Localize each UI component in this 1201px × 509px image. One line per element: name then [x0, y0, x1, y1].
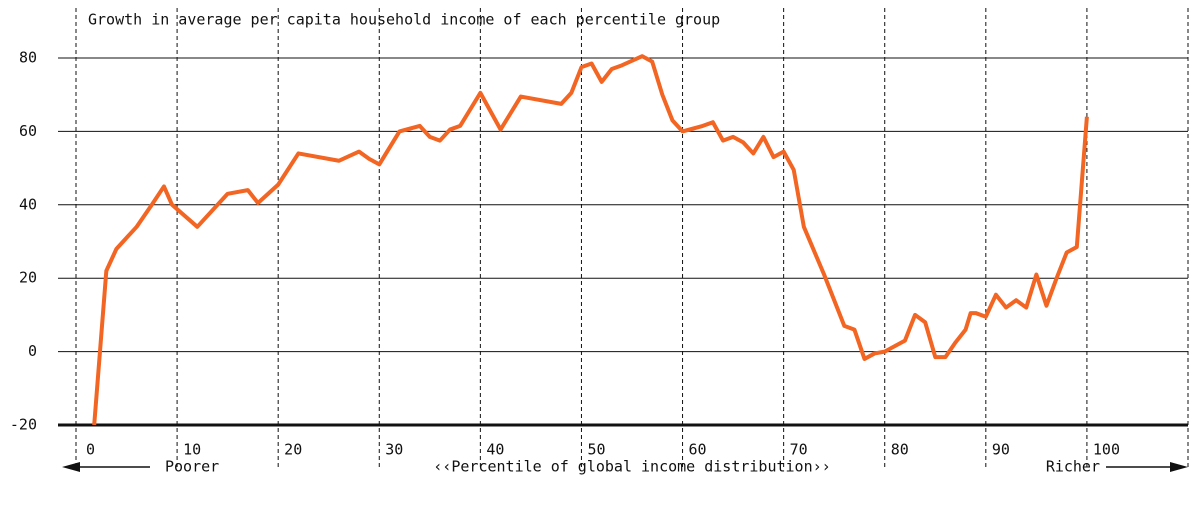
left-arrow — [62, 462, 150, 472]
y-tick-label: 60 — [19, 122, 37, 140]
x-axis-label: ‹‹Percentile of global income distributi… — [433, 458, 830, 476]
data-line — [92, 54, 1089, 426]
x-tick-label: 90 — [992, 441, 1010, 459]
x-tick-label: 60 — [689, 441, 707, 459]
x-tick-label: 70 — [790, 441, 808, 459]
right-note: Richer — [1046, 458, 1100, 476]
x-tick-label: 100 — [1093, 441, 1120, 459]
x-tick-label: 40 — [486, 441, 504, 459]
y-tick-label: 20 — [19, 269, 37, 287]
x-tick-label: 10 — [183, 441, 201, 459]
x-tick-label: 30 — [385, 441, 403, 459]
x-tick-label: 20 — [284, 441, 302, 459]
x-tick-label: 0 — [86, 441, 95, 459]
chart-title: Growth in average per capita household i… — [88, 11, 720, 29]
y-tick-label: 80 — [19, 49, 37, 67]
y-tick-label: -20 — [10, 416, 37, 434]
y-tick-label: 0 — [28, 342, 37, 360]
y-tick-label: 40 — [19, 195, 37, 213]
right-arrow — [1106, 462, 1188, 472]
x-tick-label: 80 — [891, 441, 909, 459]
x-tick-label: 50 — [587, 441, 605, 459]
left-note: Poorer — [165, 458, 219, 476]
